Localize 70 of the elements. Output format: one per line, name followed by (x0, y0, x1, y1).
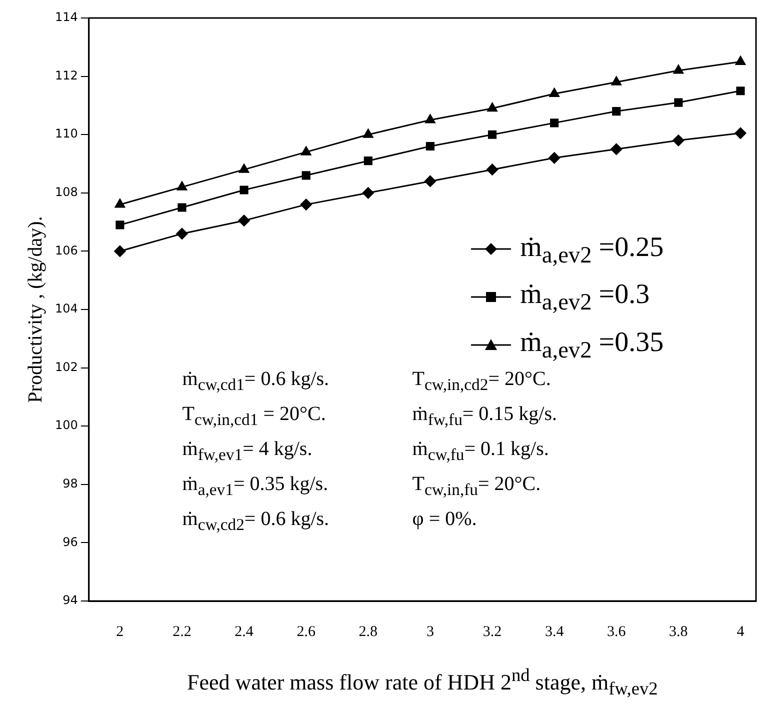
point (240, 186, 248, 194)
point (611, 76, 622, 86)
y-tick-label: 104 (55, 302, 78, 316)
x-tick-label: 2 (116, 624, 124, 640)
point (735, 56, 746, 65)
x-tick-label: 4 (736, 624, 745, 640)
point (672, 134, 684, 146)
point (612, 106, 621, 116)
x-tick-label: 2.4 (234, 624, 254, 640)
x-tick-label: 2.8 (358, 624, 378, 640)
y-tick-label: 96 (62, 534, 78, 549)
point (300, 198, 312, 210)
y-axis-title: Productivity , (kg/day). (24, 216, 46, 403)
annotation: ṁ$_{cw,cd2}$= 0.6 kg/s. (182, 508, 330, 535)
annotation: ṁ$_{cw,fu}$= 0.1 kg/s. (412, 438, 550, 465)
point (424, 175, 436, 187)
point (301, 146, 312, 156)
y-tick-label: 98 (62, 476, 78, 491)
x-axis-title: Feed water mass flow rate of HDH 2$^{nd}$ stage, ṁ$_{fw,ev2}$ (186, 665, 659, 700)
point (176, 181, 188, 190)
point (114, 198, 126, 208)
y-tick-label: 100 (55, 418, 78, 432)
point (734, 127, 746, 139)
point (736, 86, 745, 96)
legend-label: ṁ$_{a,ev2}$ =0.3 (520, 279, 650, 316)
annotation: ṁ$_{fw,ev1}$= 4 kg/s. (182, 438, 314, 465)
x-tick-label: 3.2 (482, 624, 502, 640)
point (116, 220, 124, 230)
y-tick-label: 94 (62, 593, 78, 608)
x-tick-label: 3.4 (544, 624, 564, 640)
point (548, 152, 560, 164)
y-tick-label: 102 (55, 360, 78, 374)
annotation: ṁ$_{fw,fu}$= 0.15 kg/s. (412, 402, 558, 430)
point (238, 214, 250, 226)
point (486, 164, 498, 176)
point (674, 98, 683, 107)
x-tick-label: 3 (426, 624, 434, 640)
point (114, 245, 126, 257)
x-tick-label: 2.2 (172, 624, 192, 640)
point (238, 164, 250, 173)
annotation: ṁ$_{a,ev1}$= 0.35 kg/s. (182, 472, 330, 500)
point (610, 143, 622, 155)
point (362, 187, 374, 199)
point (178, 203, 186, 212)
point (488, 130, 497, 139)
point (487, 102, 498, 112)
annotation: T$_{cw,in,fu}$= 20°C. (412, 472, 542, 500)
point (550, 118, 559, 128)
annotation: φ = 0%. (412, 508, 478, 532)
point (363, 128, 374, 138)
y-tick-label: 106 (55, 243, 78, 258)
annotation: T$_{cw,in,cd2}$= 20°C. (412, 368, 552, 395)
point (426, 142, 434, 151)
point (673, 64, 684, 74)
point (176, 228, 188, 240)
legend-label: ṁ$_{a,ev2}$ =0.35 (520, 327, 664, 364)
x-tick-label: 3.6 (607, 624, 626, 640)
y-tick-label: 114 (55, 10, 78, 24)
x-tick-label: 3.8 (669, 624, 688, 640)
y-tick-label: 112 (55, 68, 78, 82)
point (364, 156, 372, 166)
x-tick-label: 2.6 (296, 624, 316, 640)
point (425, 114, 436, 124)
annotation: T$_{cw,in,cd1}$ = 20°C. (182, 402, 327, 430)
y-tick-label: 108 (55, 185, 78, 200)
y-tick-label: 110 (55, 126, 78, 141)
point (549, 88, 560, 98)
annotation: ṁ$_{cw,cd1}$= 0.6 kg/s. (182, 368, 330, 395)
legend-label: ṁ$_{a,ev2}$ =0.25 (520, 232, 664, 268)
point (302, 171, 310, 180)
